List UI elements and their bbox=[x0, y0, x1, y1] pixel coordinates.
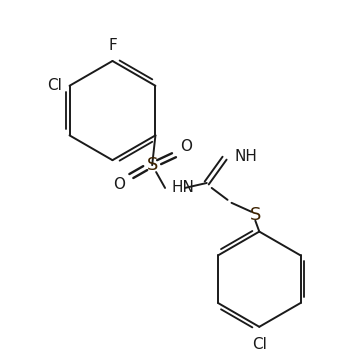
Text: NH: NH bbox=[235, 149, 257, 164]
Text: HN: HN bbox=[171, 180, 194, 195]
Text: S: S bbox=[147, 156, 158, 174]
Text: O: O bbox=[180, 139, 192, 154]
Text: Cl: Cl bbox=[47, 78, 62, 93]
Text: O: O bbox=[114, 177, 125, 193]
Text: Cl: Cl bbox=[252, 337, 267, 352]
Text: S: S bbox=[250, 206, 261, 224]
Text: F: F bbox=[108, 38, 117, 53]
